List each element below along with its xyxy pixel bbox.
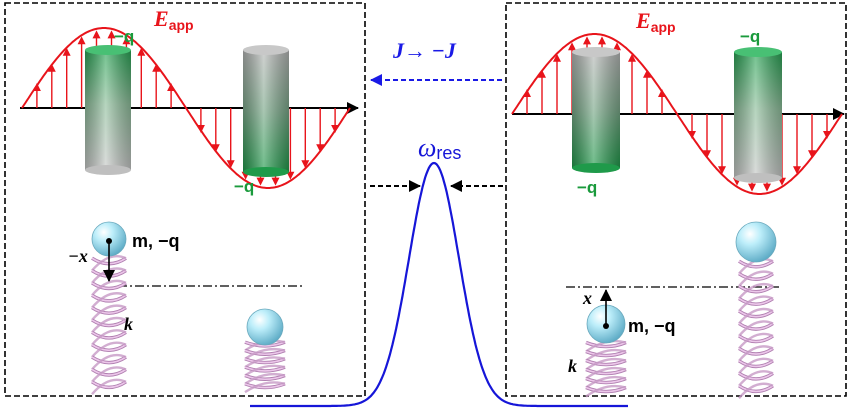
spring-coil-highlight <box>91 319 127 327</box>
spring-coil-highlight <box>244 366 286 372</box>
spring-coil-back <box>91 329 127 346</box>
spring-coil-back <box>244 347 286 360</box>
spring-coil-highlight <box>585 350 627 357</box>
spring-coil-back <box>738 307 774 325</box>
spring-coil-highlight <box>91 331 127 339</box>
spring-coil-back <box>244 364 286 377</box>
spring-coil-back <box>91 292 127 309</box>
spring-coil-back <box>738 282 774 300</box>
spring-coil-back <box>244 372 286 385</box>
spring-coil-back <box>738 382 774 400</box>
spring-coil-highlight <box>91 368 127 376</box>
right-cylinder-2 <box>734 47 782 183</box>
spring-coil-highlight <box>91 344 127 352</box>
spring-coil-back <box>91 316 127 334</box>
spring-coil-highlight <box>91 282 127 290</box>
right-spring-label: k <box>568 356 577 376</box>
spring-coil-back <box>91 378 127 395</box>
right-field-curve <box>511 33 843 195</box>
left-field-curve <box>21 27 351 189</box>
left-displacement-label: −x <box>68 246 88 266</box>
left-cylinder-2 <box>243 45 289 177</box>
spring-coil-highlight <box>91 294 127 302</box>
right-mass-label: m, −q <box>628 316 676 336</box>
spring-coil-back <box>738 270 774 287</box>
right-panel-border <box>505 2 847 397</box>
left-charge-top: −q <box>114 27 134 46</box>
spring-coil-highlight <box>585 377 627 384</box>
right-field-label: Eapp <box>635 8 676 35</box>
resonance-peak-curve <box>250 161 628 408</box>
left-field-label: Eapp <box>153 6 194 33</box>
spring-coil-back <box>91 353 127 371</box>
spring-coil-highlight <box>585 368 627 375</box>
right-mass-sphere-2 <box>735 221 777 263</box>
spring-coil-highlight <box>585 359 627 366</box>
spring-coil-highlight <box>738 273 774 281</box>
spring-coil-highlight <box>738 372 774 380</box>
spring-coil-back <box>738 357 774 375</box>
left-panel-border <box>4 2 366 397</box>
spring-coil-back <box>585 357 627 371</box>
spring-coil-highlight <box>738 297 774 305</box>
spring-coil-back <box>91 279 127 297</box>
spring-coil-highlight <box>244 374 286 381</box>
right-spring-compressed <box>585 339 627 398</box>
spring-coil-highlight <box>91 381 127 389</box>
spring-coil-highlight <box>738 322 774 330</box>
center-region: J→ −J ωres <box>250 38 628 408</box>
spring-coil-back <box>738 345 774 362</box>
right-displacement-label: x <box>582 288 592 308</box>
left-spring-label: k <box>124 314 133 334</box>
spring-coil-back <box>91 366 127 383</box>
spring-coil-back <box>585 375 627 389</box>
spring-coil-highlight <box>738 385 774 393</box>
spring-coil-highlight <box>91 306 127 314</box>
current-reversal-label: J→ −J <box>392 38 457 63</box>
spring-coil-back <box>585 348 627 362</box>
spring-coil-highlight <box>244 383 286 389</box>
left-mass-label: m, −q <box>132 231 180 251</box>
spring-coil-back <box>585 366 627 380</box>
left-panel: Eapp −q −q −x m, −q k <box>4 2 366 397</box>
spring-coil-highlight <box>738 360 774 368</box>
spring-coil-back <box>91 341 127 358</box>
left-spring-compressed <box>244 339 286 394</box>
spring-coil-back <box>738 370 774 387</box>
right-spring-stretched <box>738 258 774 400</box>
right-charge-bottom: −q <box>577 178 597 197</box>
spring-coil-highlight <box>738 260 774 268</box>
right-cylinder-1 <box>572 47 620 173</box>
spring-coil-back <box>585 384 627 398</box>
spring-coil-back <box>738 295 774 312</box>
left-mass-sphere-2 <box>246 308 284 346</box>
spring-coil-highlight <box>738 310 774 318</box>
spring-coil-back <box>91 304 127 321</box>
spring-coil-highlight <box>738 335 774 343</box>
spring-coil-back <box>244 356 286 369</box>
spring-coil-highlight <box>585 341 627 348</box>
spring-coil-back <box>244 381 286 394</box>
right-mass-center-dot <box>603 323 609 329</box>
spring-coil-highlight <box>738 347 774 355</box>
spring-coil-highlight <box>738 285 774 293</box>
spring-coil-highlight <box>244 341 286 347</box>
spring-coil-back <box>738 332 774 350</box>
spring-coil-highlight <box>244 349 286 356</box>
left-charge-bottom: −q <box>234 177 254 196</box>
spring-coil-highlight <box>91 356 127 364</box>
resonance-label: ωres <box>418 133 461 163</box>
right-panel: Eapp −q −q x m, −q k <box>505 2 847 400</box>
left-mass-center-dot <box>106 238 112 244</box>
right-charge-top: −q <box>740 27 760 46</box>
spring-coil-highlight <box>585 386 627 393</box>
left-cylinder-1 <box>85 45 131 175</box>
spring-coil-back <box>738 320 774 337</box>
spring-coil-highlight <box>244 358 286 364</box>
